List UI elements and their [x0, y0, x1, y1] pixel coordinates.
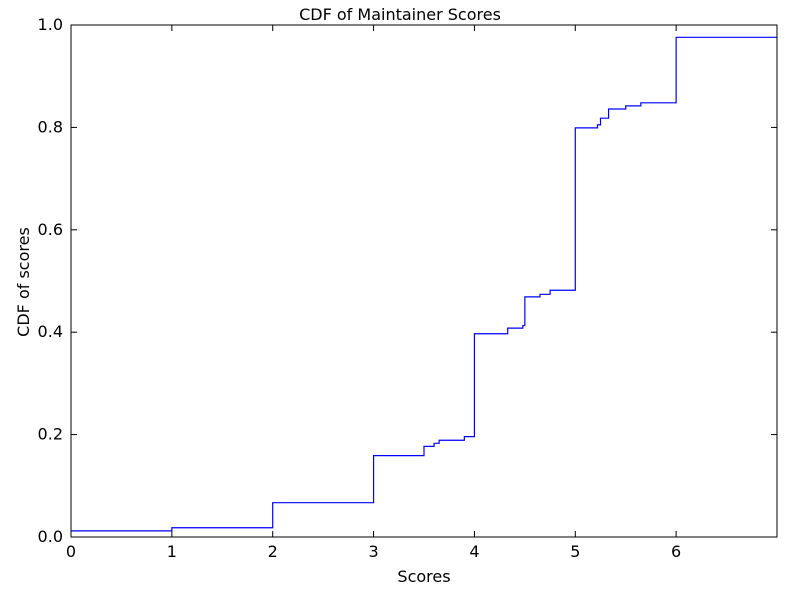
- series-line-0: [71, 36, 777, 532]
- x-tick-label: 3: [368, 542, 378, 561]
- y-tick-label: 0.6: [38, 220, 63, 239]
- y-tick-label: 0.8: [38, 117, 63, 136]
- x-tick-label: 4: [469, 542, 479, 561]
- x-axis-label: Scores: [397, 567, 450, 586]
- y-tick-label: 0.2: [38, 425, 63, 444]
- plot-frame: [70, 24, 778, 538]
- x-tick-label: 6: [671, 542, 681, 561]
- y-tick-label: 1.0: [38, 15, 63, 34]
- x-tick-label: 5: [570, 542, 580, 561]
- chart-title: CDF of Maintainer Scores: [299, 5, 501, 24]
- y-axis-label: CDF of scores: [14, 227, 33, 337]
- x-tick-label: 2: [268, 542, 278, 561]
- y-tick-label: 0.0: [38, 527, 63, 546]
- x-tick-label: 0: [66, 542, 76, 561]
- y-tick-label: 0.4: [38, 322, 63, 341]
- x-tick-label: 1: [167, 542, 177, 561]
